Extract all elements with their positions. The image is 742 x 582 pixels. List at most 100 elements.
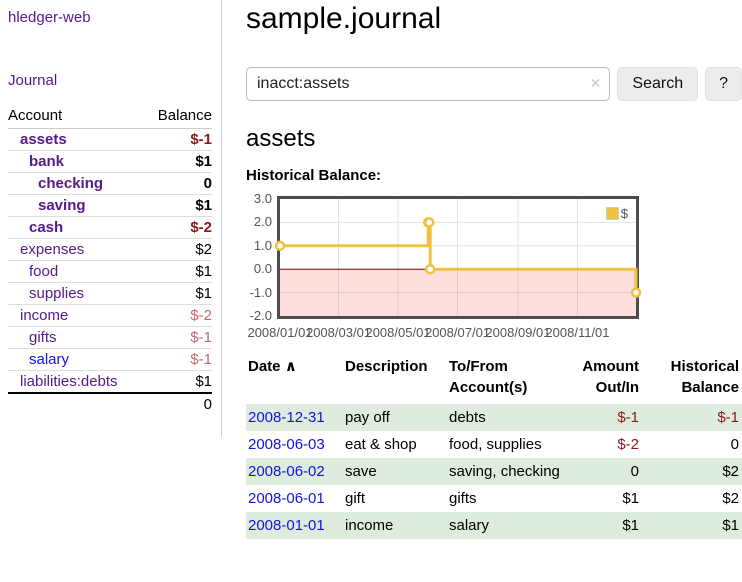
- transaction-amount: $1: [622, 490, 639, 507]
- account-balance: $1: [144, 282, 212, 305]
- search-button[interactable]: Search: [617, 67, 699, 101]
- account-balance: $-2: [144, 304, 212, 327]
- accounts-total-value: 0: [144, 392, 212, 415]
- app-title-link[interactable]: hledger-web: [8, 9, 91, 26]
- x-axis-tick-label: 2008/11/01: [545, 325, 610, 340]
- sidebar-account-checking[interactable]: checking: [38, 175, 104, 192]
- hledger-web-app: hledger-web Journal Account Balance asse…: [0, 0, 742, 539]
- account-name-cell: cash: [8, 216, 145, 239]
- legend-label: $: [620, 206, 628, 221]
- transaction-accounts: food, supplies: [449, 436, 542, 453]
- search-input[interactable]: [246, 67, 611, 101]
- account-row: bank $1: [8, 150, 212, 173]
- y-axis-tick-label: 0.0: [253, 261, 272, 277]
- x-axis-tick-label: 2008/07/01: [424, 325, 491, 340]
- account-row: supplies $1: [8, 282, 212, 305]
- data-point-marker[interactable]: [424, 263, 436, 275]
- account-name-cell: gifts: [8, 326, 145, 349]
- account-row: gifts $-1: [8, 326, 212, 349]
- transaction-date-link[interactable]: 2008-06-02: [248, 463, 325, 480]
- accounts-total-row: 0: [8, 392, 212, 415]
- transaction-description: pay off: [343, 404, 447, 431]
- sidebar-account-salary[interactable]: salary: [29, 351, 70, 368]
- sidebar-account-supplies[interactable]: supplies: [29, 285, 85, 302]
- account-balance: $-1: [144, 348, 212, 371]
- table-row: 2008-06-02 save saving, checking 0 $2: [246, 458, 742, 485]
- sidebar: hledger-web Journal Account Balance asse…: [0, 0, 222, 437]
- transaction-balance: $2: [642, 458, 742, 485]
- account-row: expenses $2: [8, 238, 212, 261]
- plot-area[interactable]: $: [274, 196, 642, 319]
- transaction-description: eat & shop: [345, 436, 417, 453]
- sidebar-account-bank[interactable]: bank: [29, 153, 65, 170]
- account-row: checking 0: [8, 172, 212, 195]
- transaction-date-cell: 2008-06-01: [246, 485, 343, 512]
- transaction-date-cell: 2008-12-31: [246, 404, 343, 431]
- help-button[interactable]: ?: [705, 67, 742, 101]
- chart-title: Historical Balance:: [246, 167, 382, 184]
- transaction-date-link[interactable]: 2008-01-01: [248, 517, 325, 534]
- account-balance: $1: [144, 150, 212, 173]
- account-balance: $1: [144, 260, 212, 283]
- account-row: salary $-1: [8, 348, 212, 371]
- accounts-table: Account Balance assets $-1 bank $1 checking 0…: [8, 101, 212, 415]
- account-name-cell: income: [8, 304, 145, 327]
- transaction-date-cell: 2008-01-01: [246, 512, 343, 539]
- transaction-date-link[interactable]: 2008-06-01: [248, 490, 325, 507]
- transaction-accounts: gifts: [449, 490, 477, 507]
- x-axis-tick-label: 2008/09/01: [485, 325, 551, 340]
- y-axis-tick-label: 1.0: [253, 237, 272, 253]
- account-name-cell: expenses: [8, 238, 145, 261]
- account-row: food $1: [8, 260, 212, 283]
- transaction-balance: 0: [730, 436, 739, 453]
- sidebar-account-expenses[interactable]: expenses: [20, 241, 85, 258]
- account-row: cash $-2: [8, 216, 212, 239]
- y-axis-tick-label: -1.0: [249, 284, 272, 300]
- register-table: Date ∧ Description To/From Account(s) Am…: [246, 354, 742, 539]
- transaction-description: gift: [345, 490, 366, 507]
- legend-swatch-icon: [605, 207, 619, 220]
- balance-chart: 3.0 2.0 1.0 0.0 -1.0 -2.0 2008/01/01 2008/03/01…: [246, 191, 742, 342]
- table-row: 2008-01-01 income salary $1 $1: [246, 512, 742, 539]
- x-axis-tick-label: 2008/01/01: [247, 325, 313, 340]
- transaction-date-link[interactable]: 2008-12-31: [248, 409, 325, 426]
- accounts-total-spacer: [8, 392, 145, 415]
- account-balance: $-1: [144, 326, 212, 349]
- sidebar-account-assets[interactable]: assets: [20, 131, 67, 148]
- sort-ascending-icon: ∧: [284, 358, 297, 375]
- account-balance: $-1: [144, 128, 212, 151]
- table-row: 2008-06-03 eat & shop food, supplies $-2 0: [246, 431, 742, 458]
- y-axis-tick-label: -2.0: [249, 308, 272, 323]
- account-row: assets $-1: [8, 128, 212, 151]
- account-balance: 0: [144, 172, 212, 195]
- account-heading: assets: [246, 125, 316, 152]
- sidebar-account-saving[interactable]: saving: [38, 197, 86, 214]
- transaction-date-cell: 2008-06-02: [246, 458, 343, 485]
- sidebar-account-gifts[interactable]: gifts: [29, 329, 57, 346]
- transaction-balance: $-1: [642, 404, 742, 431]
- data-point-marker[interactable]: [630, 287, 642, 298]
- data-point-marker[interactable]: [423, 217, 435, 228]
- column-header-date[interactable]: Date ∧: [246, 354, 343, 404]
- transaction-amount: $-2: [617, 436, 639, 453]
- account-balance: $1: [144, 194, 212, 217]
- clear-search-icon[interactable]: ✕: [589, 75, 602, 91]
- table-row: 2008-12-31 pay off debts $-1 $-1: [246, 404, 742, 431]
- account-row: liabilities:debts $1: [8, 370, 212, 394]
- chart-legend: $: [603, 205, 630, 222]
- account-row: income $-2: [8, 304, 212, 327]
- sidebar-account-cash[interactable]: cash: [29, 219, 64, 236]
- transaction-amount: 0: [564, 458, 642, 485]
- data-point-marker[interactable]: [274, 240, 286, 252]
- transaction-amount: $-1: [564, 404, 642, 431]
- transaction-description: save: [343, 458, 447, 485]
- account-balance: $-2: [144, 216, 212, 239]
- account-name-cell: supplies: [8, 282, 145, 305]
- transaction-date-link[interactable]: 2008-06-03: [248, 436, 325, 453]
- sidebar-item-journal[interactable]: Journal: [8, 72, 58, 89]
- sidebar-account-income[interactable]: income: [20, 307, 69, 324]
- sidebar-account-food[interactable]: food: [29, 263, 59, 280]
- sidebar-account-liabilities-debts[interactable]: liabilities:debts: [20, 373, 118, 390]
- accounts-header-account: Account: [8, 101, 145, 129]
- column-header-balance: Historical Balance: [670, 358, 739, 396]
